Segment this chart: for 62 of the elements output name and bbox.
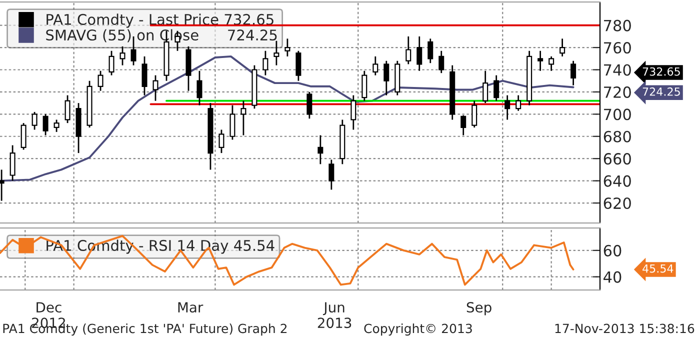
candlestick — [560, 38, 566, 58]
candlestick — [20, 122, 26, 150]
candlestick — [0, 169, 4, 202]
y-tick-label: 40 — [604, 271, 622, 283]
candlestick — [318, 134, 324, 165]
candlestick — [362, 70, 368, 102]
candlestick — [570, 60, 576, 86]
x-tick-label: Sep — [466, 302, 492, 316]
y-tick-label: 720 — [604, 86, 631, 98]
y-tick-label: 760 — [604, 42, 631, 54]
candlestick — [296, 50, 302, 82]
candlestick — [196, 70, 202, 106]
text: Copyright© 2013 — [364, 324, 472, 336]
candlestick — [152, 74, 158, 102]
candlestick — [416, 36, 422, 72]
candlestick — [306, 91, 312, 120]
y-tick-label: 680 — [604, 130, 631, 142]
candlestick — [548, 56, 554, 72]
text: 45.54 — [642, 264, 674, 273]
y-tick-label: 700 — [604, 108, 631, 120]
candlestick — [328, 159, 334, 190]
candlestick — [472, 100, 478, 128]
x-tick-label: Jun 2013 — [318, 302, 352, 328]
candlestick — [230, 104, 236, 140]
candlestick — [438, 50, 444, 74]
y-tick-label: 60 — [604, 244, 622, 256]
candlestick — [108, 50, 114, 76]
candlestick — [54, 119, 60, 133]
candlestick — [284, 38, 290, 58]
y-tick-label: 640 — [604, 175, 631, 187]
candlestick — [262, 50, 268, 76]
candlestick — [372, 56, 378, 76]
candlestick — [494, 74, 500, 102]
candlestick — [130, 36, 136, 66]
candlestick — [384, 60, 390, 96]
text: 724.25 — [642, 87, 680, 96]
candlestick — [516, 94, 522, 112]
candlestick — [460, 114, 466, 136]
candlestick — [32, 111, 38, 130]
text: 732.65 — [642, 67, 680, 76]
candlestick — [428, 38, 434, 64]
candlestick — [218, 129, 224, 154]
line-series — [0, 234, 574, 286]
candlestick — [504, 94, 510, 120]
candlestick — [64, 94, 70, 124]
x-tick-label: Mar — [178, 302, 204, 313]
candlestick — [538, 50, 544, 72]
candlestick — [42, 113, 48, 136]
candlestick — [274, 40, 280, 66]
candlestick — [350, 94, 356, 130]
text: 17-Nov-2013 15:38:16 — [555, 324, 694, 334]
candlestick — [98, 70, 104, 92]
candlestick — [10, 144, 16, 182]
y-tick-label: 660 — [604, 153, 631, 165]
y-tick-label: 620 — [604, 197, 631, 210]
candlestick — [142, 56, 148, 96]
y-tick-label: 740 — [604, 64, 631, 76]
candlestick — [240, 100, 246, 136]
candlestick — [120, 46, 126, 66]
candlestick — [482, 70, 488, 104]
candlestick — [406, 36, 412, 65]
y-tick-label: 780 — [604, 20, 631, 32]
